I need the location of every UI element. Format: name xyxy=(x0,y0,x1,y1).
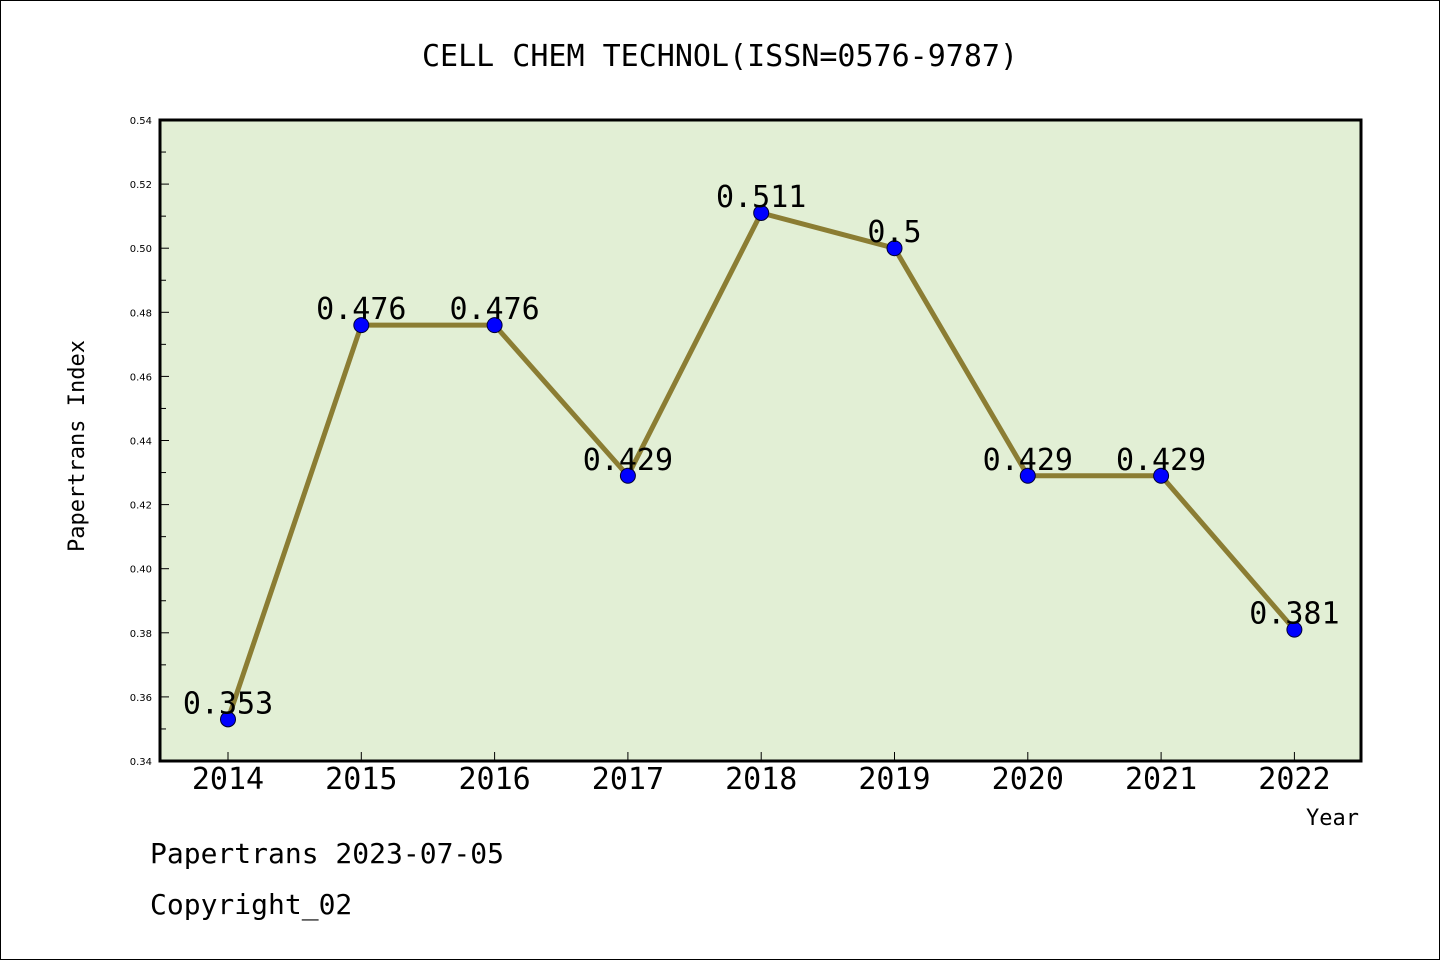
y-tick-label: 0.36 xyxy=(130,693,152,704)
data-label-2014: 0.353 xyxy=(183,686,273,721)
data-point-2015 xyxy=(353,317,370,334)
data-label-2015: 0.476 xyxy=(316,292,406,327)
y-tick-label: 0.50 xyxy=(130,244,152,255)
y-tick-label: 0.52 xyxy=(130,180,152,191)
x-axis-label: Year xyxy=(1306,806,1359,831)
data-label-2019: 0.5 xyxy=(867,215,921,250)
data-label-2021: 0.429 xyxy=(1116,443,1206,478)
x-tick-label: 2015 xyxy=(325,762,397,797)
data-label-2020: 0.429 xyxy=(983,443,1073,478)
y-tick-label: 0.54 xyxy=(130,116,152,127)
data-labels: 0.353 0.476 0.476 0.429 0.511 0.5 0.429 0.429 0.… xyxy=(183,180,1340,721)
y-tick-label: 0.34 xyxy=(130,757,152,768)
x-tick-label: 2020 xyxy=(992,762,1064,797)
y-tick-label: 0.44 xyxy=(130,437,152,448)
data-point-2017 xyxy=(619,467,636,484)
data-point-2022 xyxy=(1286,621,1303,638)
y-tick-label: 0.46 xyxy=(130,372,152,383)
y-tick-label: 0.48 xyxy=(130,308,152,319)
footer-copyright: Copyright_02 xyxy=(150,888,352,922)
y-axis-label: Papertrans Index xyxy=(65,340,90,552)
y-axis: 0.34 0.36 0.38 0.40 0.42 0.44 0.46 0.48 0.50 0.52… xyxy=(130,116,169,768)
x-tick-label: 2017 xyxy=(592,762,664,797)
footer-date: Papertrans 2023-07-05 xyxy=(150,837,504,870)
x-axis: 2014 2015 2016 2017 2018 2019 2020 2021 2022 xyxy=(192,752,1331,797)
y-tick-label: 0.42 xyxy=(130,501,152,512)
x-tick-label: 2021 xyxy=(1125,762,1197,797)
plot-area xyxy=(158,118,1363,763)
data-label-2016: 0.476 xyxy=(449,292,539,327)
data-point-2019 xyxy=(886,240,903,257)
x-tick-label: 2018 xyxy=(725,762,797,797)
y-tick-label: 0.38 xyxy=(130,629,152,640)
x-tick-label: 2014 xyxy=(192,762,264,797)
x-tick-label: 2016 xyxy=(458,762,530,797)
chart-title: CELL CHEM TECHNOL(ISSN=0576-9787) xyxy=(422,39,1018,74)
data-label-2022: 0.381 xyxy=(1249,597,1339,632)
data-label-2018: 0.511 xyxy=(716,180,806,215)
data-point-2021 xyxy=(1153,467,1170,484)
series-papertrans-index xyxy=(220,204,1303,728)
y-tick-label: 0.40 xyxy=(130,565,152,576)
data-point-2018 xyxy=(753,204,770,221)
data-point-2014 xyxy=(220,711,236,728)
data-point-2016 xyxy=(486,317,503,334)
x-tick-label: 2022 xyxy=(1258,762,1330,797)
data-label-2017: 0.429 xyxy=(583,443,673,478)
x-tick-label: 2019 xyxy=(858,762,930,797)
data-point-2020 xyxy=(1019,467,1036,484)
